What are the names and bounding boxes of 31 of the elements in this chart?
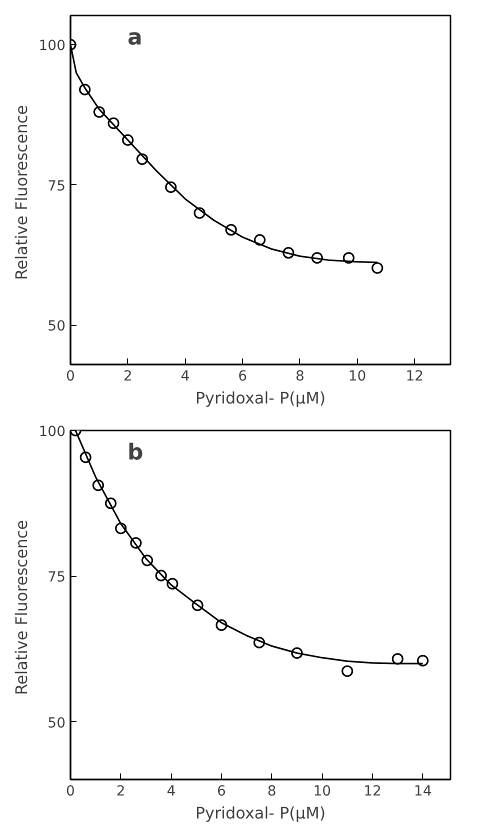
x-tick-label: 0 [66,784,75,800]
y-tick-label: 50 [48,318,66,335]
point [417,654,429,666]
x-tick-label: 8 [295,368,304,384]
x-axis-title: Pyridoxal- P(μM) [195,804,326,822]
y-tick-label: 100 [38,424,66,440]
x-tick-label: 4 [180,368,190,384]
x-axis-title: Pyridoxal- P(μM) [195,388,326,408]
annotation: a [128,25,142,50]
x-tick-label: 10 [313,784,332,800]
x-tick-label: 12 [406,368,424,384]
y-tick-label: 50 [48,715,66,732]
annotation: b [128,440,144,466]
point [342,665,354,677]
y-tick-label: 75 [48,570,66,586]
x-tick-label: 6 [238,368,248,384]
y-tick-label: 75 [48,178,66,194]
x-tick-label: 2 [123,368,132,384]
x-tick-label: 0 [66,368,75,384]
x-tick-label: 6 [217,784,226,800]
point [392,653,404,665]
x-tick-label: 14 [414,784,432,800]
x-tick-label: 12 [364,784,382,800]
y-axis-title: Relative Fluorescence [12,520,31,696]
x-tick-label: 8 [267,784,276,800]
x-tick-label: 10 [348,368,366,384]
y-tick-label: 100 [38,38,66,54]
point [372,262,384,274]
x-tick-label: 4 [166,784,176,800]
x-tick-label: 2 [116,784,126,800]
y-axis-title: Relative Fluorescence [12,105,31,280]
